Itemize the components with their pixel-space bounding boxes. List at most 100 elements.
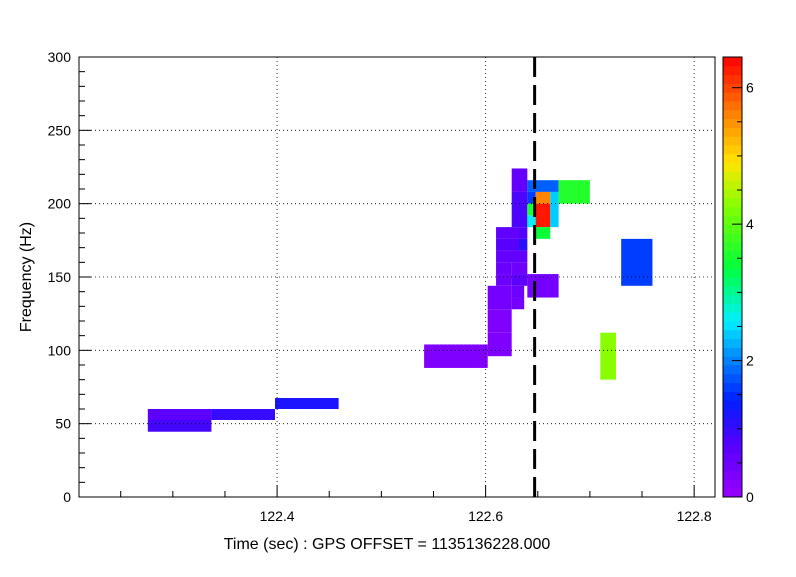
colorbar-band [723,189,742,199]
colorbar-band [723,206,742,216]
heatmap-tile [147,409,212,420]
colorbar-band [723,444,742,454]
colorbar-band [723,241,742,252]
colorbar-band [723,180,742,190]
y-tick-label: 100 [48,342,72,358]
heatmap-tile [511,274,528,286]
heatmap-tile [496,274,512,286]
colorbar-band [723,329,742,340]
colorbar-band [723,435,742,445]
heatmap-tile [496,262,512,275]
heatmap-tile [511,168,528,192]
heatmap-tile [600,332,616,380]
heatmap-tile [511,285,525,298]
heatmap-tile [550,191,559,228]
heatmap-tile [527,191,536,204]
colorbar-band [723,373,742,384]
y-axis-label: Frequency (Hz) [18,222,35,332]
y-tick-label: 200 [48,196,72,212]
colorbar-band [723,57,742,67]
heatmap-tile [527,180,559,192]
x-tick-label: 122.6 [468,508,503,524]
x-tick-label: 122.8 [677,508,712,524]
y-tick-label: 50 [55,416,71,432]
heatmap-tile [527,203,536,216]
colorbar-band [723,127,742,137]
colorbar-band [723,136,742,146]
colorbar-band [723,479,742,489]
axis-ticks [79,56,695,498]
colorbar-band [723,417,742,428]
heatmap-tile [496,227,519,239]
y-tick-label: 0 [63,489,71,505]
colorbar-band [723,470,742,480]
colorbar-band [723,321,742,331]
colorbar-band [723,382,742,392]
colorbar-band [723,233,742,243]
colorbar-band [723,145,742,155]
colorbar-band [723,162,742,172]
colorbar-band [723,65,742,76]
colorbar-band [723,109,742,120]
colorbar-tick-label: 2 [746,353,754,369]
colorbar-band [723,453,742,463]
colorbar-band [723,409,742,419]
x-tick-label: 122.4 [260,508,295,524]
colorbar-band [723,215,742,225]
colorbar-band [723,400,742,410]
colorbar-band [723,294,742,304]
heatmap-tile [511,191,528,228]
colorbar-band [723,92,742,102]
heatmap-tile [487,285,512,310]
heatmap-tile [424,344,488,368]
colorbar-band [723,268,742,278]
heatmap-tile [511,297,525,310]
heatmap-tile [511,262,528,275]
colorbar-band [723,74,742,84]
colorbar-band [723,171,742,181]
colorbar-band [723,118,742,128]
colorbar-band [723,277,742,287]
grid-lines [79,57,715,497]
colorbar-band [723,312,742,322]
colorbar-tick-label: 6 [746,80,754,96]
colorbar: 0 2 4 6 [722,56,754,505]
heatmap-tile [518,238,528,251]
colorbar-band [723,461,742,472]
heatmap-tile [621,238,653,286]
colorbar-band [723,101,742,111]
y-tick-label: 250 [48,122,72,138]
heatmap-tile [527,274,559,298]
heatmap-tile [527,215,536,228]
heatmap-tile [487,309,512,333]
colorbar-band [723,391,742,401]
y-tick-label: 150 [48,269,72,285]
heatmap-tile [518,227,528,239]
colorbar-band [723,224,742,234]
colorbar-band [723,303,742,313]
colorbar-band [723,338,742,348]
colorbar-band [723,285,742,296]
heatmap-tile [535,203,551,228]
heatmap-tiles [147,168,653,432]
colorbar-band [723,347,742,357]
colorbar-band [723,488,742,498]
colorbar-band [723,153,742,164]
colorbar-band [723,250,742,260]
y-tick-label: 300 [48,49,72,65]
heatmap-tile [487,332,512,357]
colorbar-tick-label: 0 [746,489,754,505]
colorbar-tick-label: 4 [746,216,754,232]
heatmap-tile [535,191,551,204]
heatmap-tile [496,238,519,251]
heatmap-tile [211,409,276,420]
axis-tick-labels: 122.4 122.6 122.8 0 50 100 150 200 250 300 [48,49,712,524]
heatmap-tile [147,420,212,432]
heatmap-tile [496,250,528,263]
heatmap-tile [275,398,339,409]
colorbar-band [723,426,742,436]
x-axis-label: Time (sec) : GPS OFFSET = 1135136228.000 [224,536,551,553]
colorbar-band [723,259,742,269]
